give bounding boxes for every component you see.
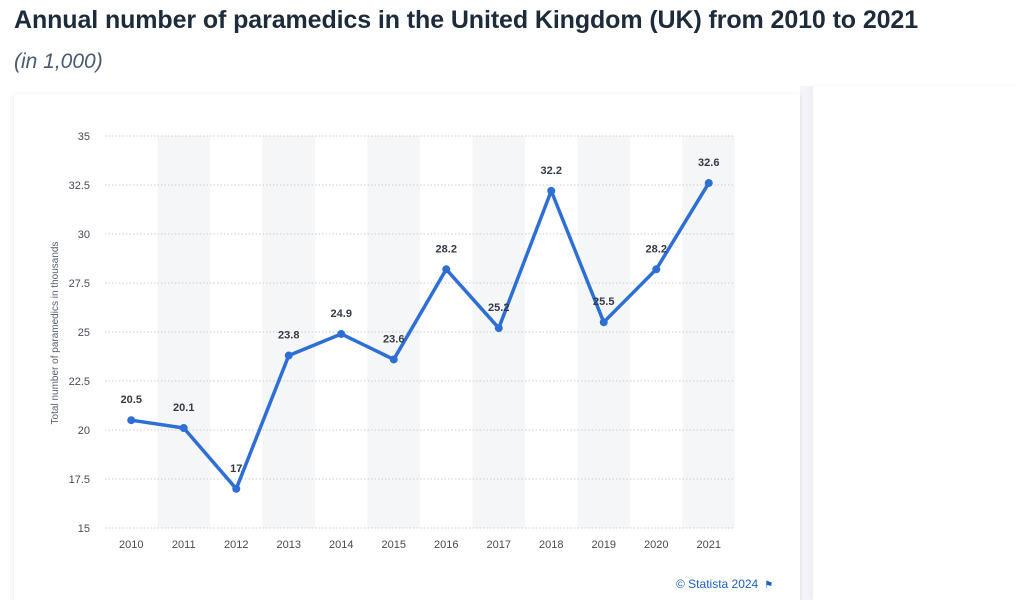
y-tick-label: 35 (78, 131, 90, 143)
panel-divider (800, 86, 814, 600)
category-band (682, 136, 735, 528)
data-point (284, 351, 293, 360)
data-point (547, 186, 556, 195)
data-label: 24.9 (331, 308, 352, 320)
y-tick-label: 17.5 (69, 474, 90, 486)
x-tick-label: 2011 (172, 539, 196, 551)
x-tick-label: 2018 (539, 539, 563, 551)
data-labels: 20.5 20.1 17 23.8 24.9 23.6 28.2 25.2 32.2 25.5 28… (121, 157, 720, 475)
x-tick-label: 2021 (697, 539, 721, 551)
data-point (704, 179, 713, 188)
grid-lines (105, 135, 735, 529)
x-tick-label: 2014 (329, 539, 353, 551)
data-point (232, 484, 241, 493)
data-points (127, 179, 713, 493)
x-tick-label: 2010 (119, 539, 143, 551)
data-label: 28.2 (436, 243, 457, 255)
data-point (389, 355, 398, 364)
x-axis-ticks: 2010 2011 2012 2013 2014 2015 2016 2017 2018 2019… (119, 539, 721, 551)
data-point (652, 265, 661, 274)
data-label: 25.5 (593, 296, 614, 308)
chart-subtitle: (in 1,000) (14, 50, 103, 73)
credit-text: © Statista 2024 (676, 577, 759, 591)
y-axis-title: Total number of paramedics in thousands (50, 242, 61, 425)
category-band (577, 136, 630, 528)
data-label: 20.5 (121, 394, 142, 406)
data-point (127, 416, 136, 425)
data-label: 32.2 (541, 165, 562, 177)
data-label: 32.6 (698, 157, 719, 169)
data-label: 28.2 (646, 243, 667, 255)
data-point (442, 265, 451, 274)
series-line (129, 181, 711, 491)
side-panel (813, 86, 1017, 600)
statista-credit-link[interactable]: © Statista 2024 ⚑ (676, 577, 773, 591)
y-tick-label: 32.5 (69, 180, 90, 192)
data-point (494, 324, 503, 333)
y-tick-label: 27.5 (69, 278, 90, 290)
data-point (179, 424, 188, 433)
x-tick-label: 2013 (277, 539, 301, 551)
data-label: 23.8 (278, 330, 299, 342)
data-label: 23.6 (383, 333, 404, 345)
category-band (157, 136, 210, 528)
y-tick-label: 20 (78, 425, 90, 437)
category-band (262, 136, 315, 528)
x-tick-label: 2017 (487, 539, 511, 551)
data-point (599, 318, 608, 327)
x-tick-label: 2015 (382, 539, 406, 551)
flag-icon: ⚑ (764, 580, 774, 591)
x-tick-label: 2016 (434, 539, 458, 551)
data-label: 20.1 (173, 402, 194, 414)
series-line-path (129, 181, 711, 491)
y-axis-ticks: 15 17.5 20 22.5 25 27.5 30 32.5 35 (69, 131, 90, 535)
chart-title: Annual number of paramedics in the Unite… (14, 6, 919, 34)
x-tick-label: 2019 (592, 539, 616, 551)
y-tick-label: 15 (78, 523, 90, 535)
data-label: 17 (230, 463, 242, 475)
y-tick-label: 22.5 (69, 376, 90, 388)
data-label: 25.2 (488, 302, 509, 314)
x-tick-label: 2020 (644, 539, 668, 551)
data-point (337, 329, 346, 338)
y-tick-label: 30 (78, 229, 90, 241)
y-tick-label: 25 (78, 327, 90, 339)
x-tick-label: 2012 (224, 539, 248, 551)
